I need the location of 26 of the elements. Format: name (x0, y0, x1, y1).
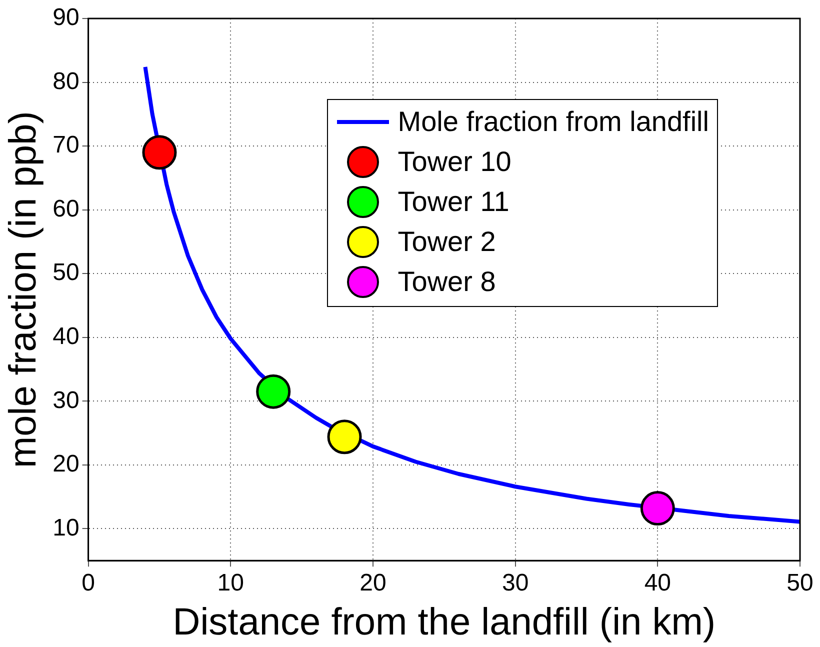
point (327, 420, 362, 454)
legend-label: Tower 8 (398, 266, 496, 298)
point (640, 491, 675, 526)
legend-label: Tower 2 (398, 226, 496, 258)
y-tick-label: 50 (52, 259, 80, 286)
x-tick-label: 50 (786, 570, 814, 597)
x-tick-label: 30 (502, 570, 529, 597)
x-tick-label: 10 (217, 570, 244, 597)
y-axis-title: mole fraction (in ppb) (2, 111, 44, 468)
y-tick-label: 80 (52, 68, 80, 95)
x-tick-label: 20 (360, 570, 386, 597)
y-tick-label: 90 (52, 4, 80, 32)
point (256, 374, 291, 409)
point (142, 135, 177, 170)
x-tick-label: 0 (82, 570, 95, 597)
x-tick-label: 40 (644, 570, 672, 597)
legend-label: Mole fraction from landfill (398, 106, 709, 138)
legend-label: Tower 11 (398, 186, 510, 218)
y-tick-label: 10 (52, 514, 80, 542)
x-axis-title: Distance from the landfill (in km) (172, 602, 716, 644)
y-tick-label: 70 (52, 132, 80, 159)
y-tick-label: 60 (52, 195, 80, 222)
y-tick-label: 30 (52, 386, 80, 414)
legend-label: Tower 10 (398, 146, 512, 178)
y-tick-label: 20 (52, 450, 80, 478)
y-tick-label: 40 (52, 323, 80, 350)
